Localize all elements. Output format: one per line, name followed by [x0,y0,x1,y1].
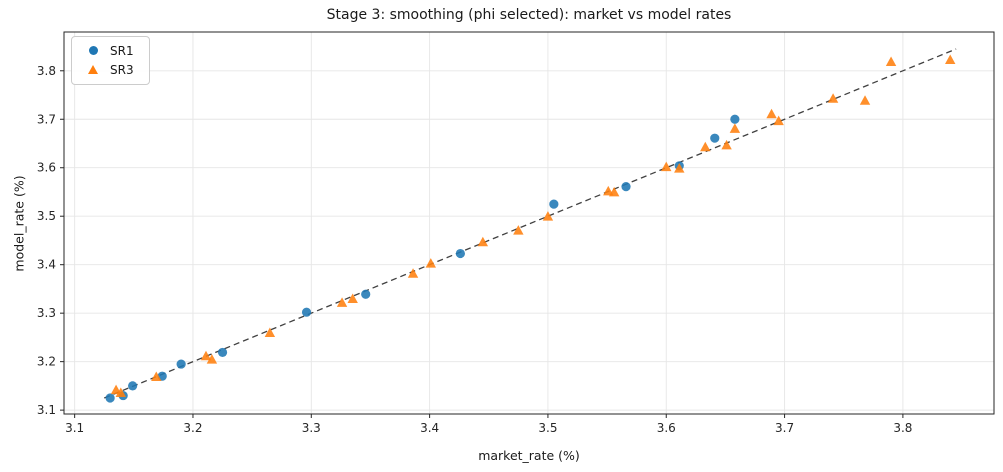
data-point-sr3 [773,115,784,126]
y-tick-label: 3.3 [37,306,56,320]
data-point-sr3 [945,54,956,65]
data-point-sr3 [347,293,358,304]
data-point-sr1 [128,381,138,391]
y-tick-label: 3.2 [37,355,56,369]
legend-item-sr3: SR3 [72,60,149,79]
data-point-sr3 [885,56,897,66]
data-point-sr1 [176,359,186,369]
data-point-sr3 [827,93,839,103]
data-point-sr3 [608,186,620,197]
data-point-sr3 [407,268,419,278]
x-tick-label: 3.2 [183,421,202,435]
y-tick-label: 3.7 [37,112,56,126]
data-point-sr3 [674,163,685,173]
x-tick-label: 3.7 [775,421,794,435]
data-point-sr3 [542,211,554,221]
data-point-sr3 [513,225,524,235]
data-point-sr1 [105,393,115,403]
data-point-sr1 [455,248,465,259]
sr1-circle-marker-icon [83,46,103,55]
legend-label-sr3: SR3 [110,62,134,77]
legend-item-sr1: SR1 [72,41,149,60]
data-point-sr1 [621,182,631,192]
data-point-sr3 [200,350,212,361]
data-point-sr3 [206,354,218,364]
x-tick-label: 3.8 [893,421,912,435]
identity-line [103,48,957,399]
data-point-sr3 [264,327,276,337]
data-point-sr3 [859,95,871,105]
x-tick-label: 3.6 [657,421,676,435]
data-point-sr3 [151,371,162,382]
y-axis-label: model_rate (%) [11,175,27,272]
data-point-sr3 [477,236,489,247]
x-tick-label: 3.5 [538,421,557,435]
y-tick-label: 3.1 [37,403,56,417]
chart-title: Stage 3: smoothing (phi selected): marke… [326,7,732,23]
legend: SR1 SR3 [71,36,150,85]
y-tick-label: 3.8 [37,64,56,78]
x-tick-label: 3.4 [420,421,439,435]
data-point-sr1 [549,199,559,209]
data-point-sr3 [115,387,126,398]
y-tick-label: 3.4 [37,258,56,272]
data-point-sr3 [721,139,732,150]
x-tick-label: 3.1 [65,421,84,435]
legend-label-sr1: SR1 [110,43,134,58]
data-point-sr1 [361,289,371,299]
y-tick-label: 3.5 [37,209,56,223]
data-point-sr1 [301,307,312,317]
data-point-sr3 [425,258,436,268]
plot-border [63,31,995,415]
data-point-sr3 [700,141,711,152]
data-point-sr3 [729,123,741,133]
sr3-triangle-marker-icon [83,65,103,74]
x-tick-label: 3.3 [302,421,321,435]
x-axis-label: market_rate (%) [478,448,580,463]
data-point-sr3 [336,297,348,307]
data-point-sr1 [730,114,740,124]
data-point-sr1 [217,347,228,358]
y-tick-label: 3.6 [37,161,56,175]
data-point-sr3 [766,108,777,119]
data-point-sr1 [710,133,720,143]
data-point-sr3 [661,161,672,172]
